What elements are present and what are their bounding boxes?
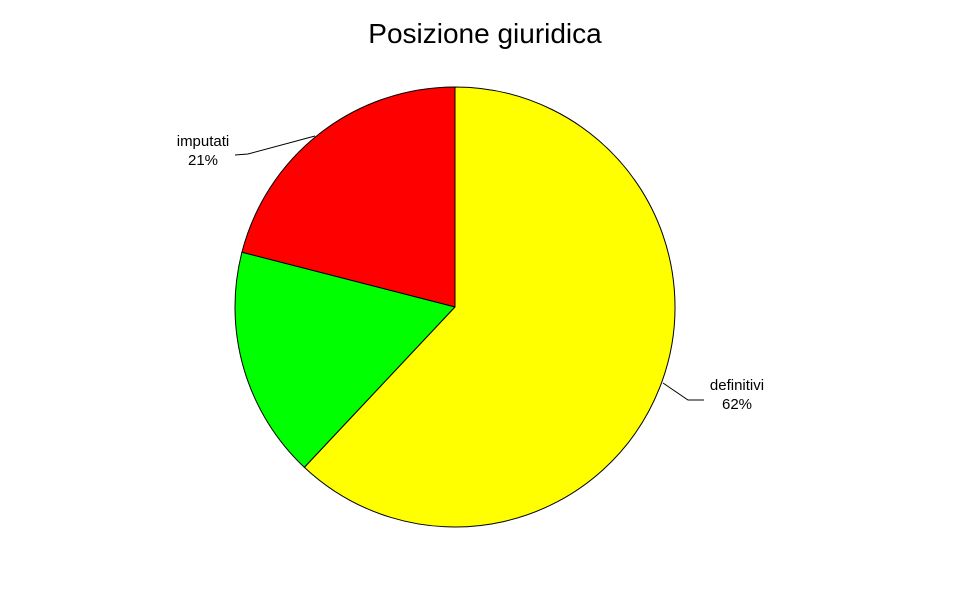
slice-label-name: imputati (176, 133, 230, 150)
pie-slice-unlabeled-1 (234, 251, 456, 469)
slice-label-name: definitivi (709, 377, 765, 394)
slice-label-definitivi: definitivi 62% (662, 376, 812, 414)
slice-label-imputati: imputati 21% (128, 132, 278, 170)
pie-slices (234, 86, 676, 528)
slice-label-percent: 62% (721, 396, 753, 413)
leader-line-definitivi (662, 382, 704, 401)
pie-slice-definitivi (303, 86, 676, 528)
chart-title: Posizione giuridica (368, 18, 602, 49)
leader-line-imputati (234, 135, 316, 156)
slice-label-percent: 21% (187, 152, 219, 169)
pie-slice-imputati (241, 86, 456, 308)
